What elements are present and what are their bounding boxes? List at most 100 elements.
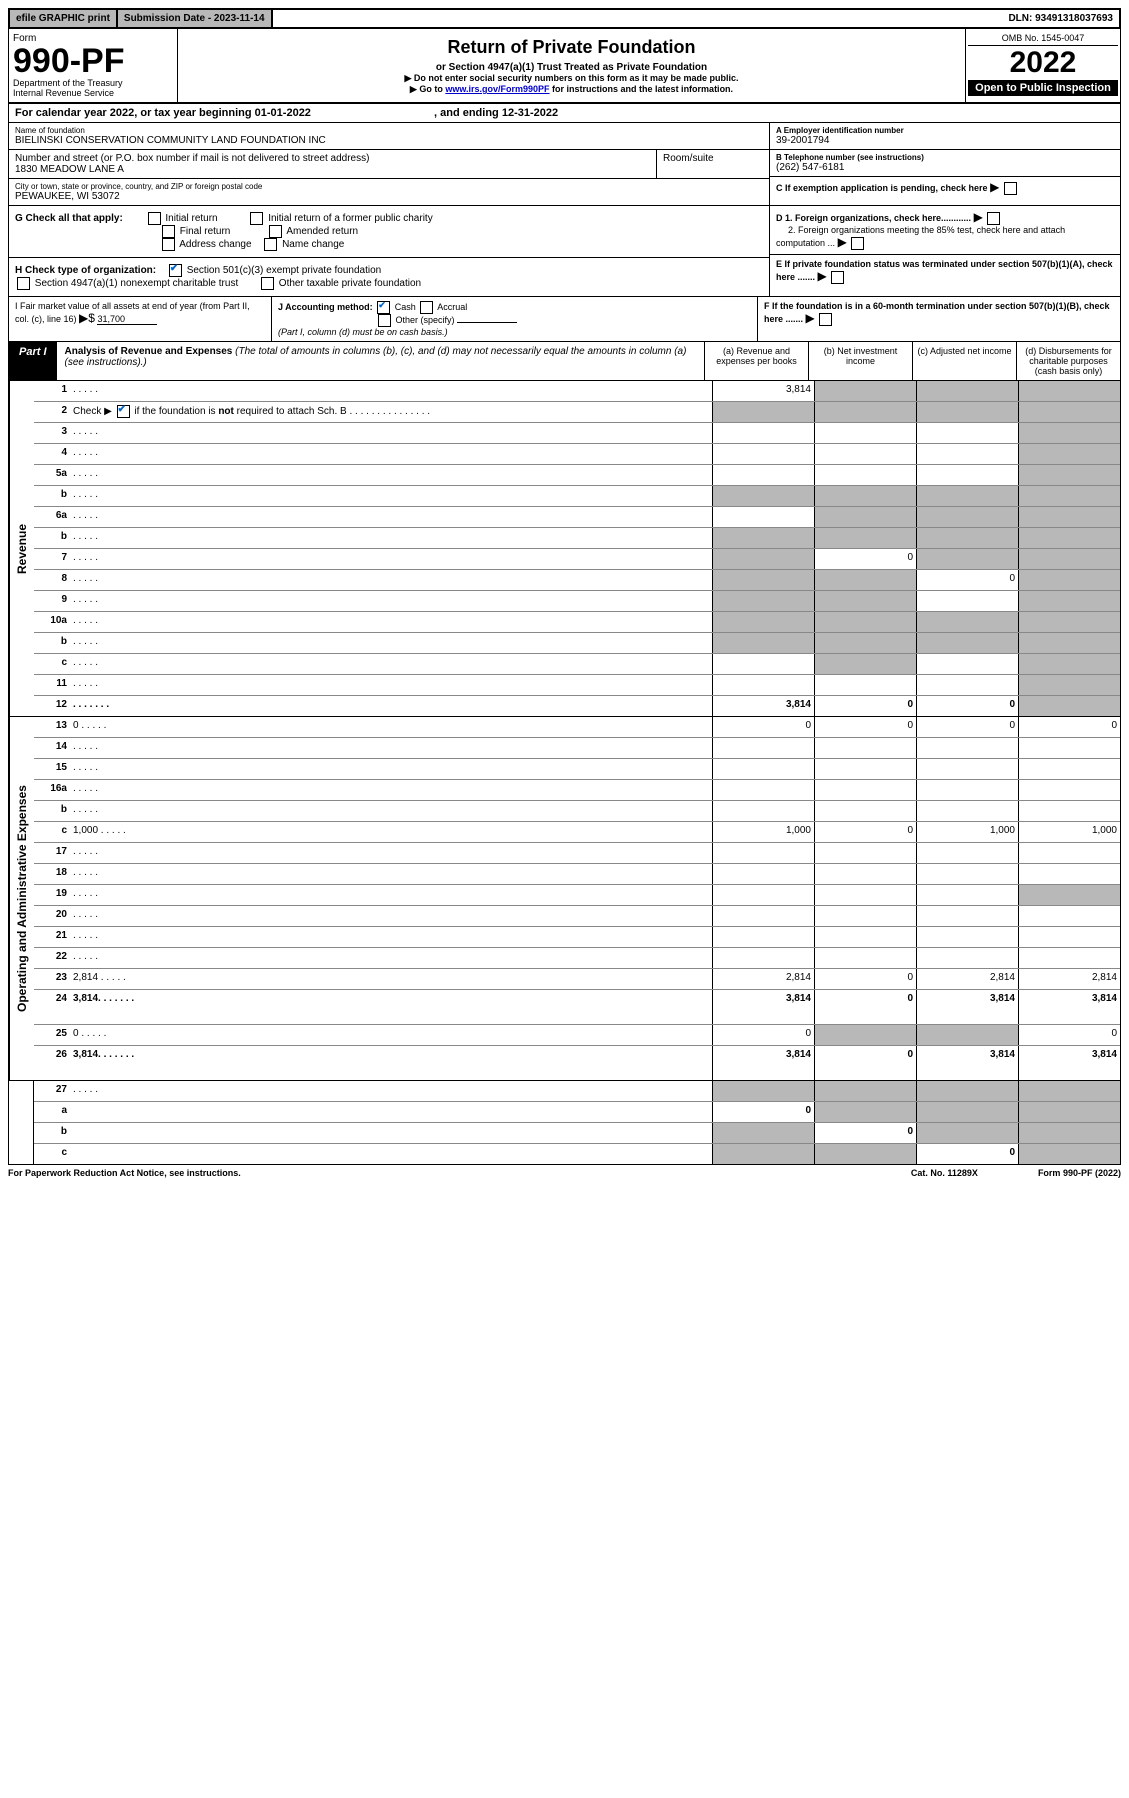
cell-value [916, 465, 1018, 485]
addr-label: Number and street (or P.O. box number if… [15, 153, 650, 164]
cell-value: 3,814 [712, 696, 814, 716]
submission-date: Submission Date - 2023-11-14 [118, 10, 273, 27]
cell-value [814, 591, 916, 611]
cell-value [712, 423, 814, 443]
dept-2: Internal Revenue Service [13, 88, 173, 98]
line-number: 9 [34, 591, 70, 611]
cell-value [916, 1025, 1018, 1045]
part1-desc: Analysis of Revenue and Expenses (The to… [57, 342, 704, 380]
g-amended-checkbox[interactable] [269, 225, 282, 238]
page-footer: For Paperwork Reduction Act Notice, see … [8, 1165, 1121, 1181]
cell-value [916, 864, 1018, 884]
f-checkbox[interactable] [819, 313, 832, 326]
cell-value [1018, 570, 1120, 590]
cell-value [1018, 948, 1120, 968]
cell-value [814, 948, 916, 968]
h-other-checkbox[interactable] [261, 277, 274, 290]
cell-value [916, 801, 1018, 821]
cell-value [814, 843, 916, 863]
d2-checkbox[interactable] [851, 237, 864, 250]
cell-value [712, 864, 814, 884]
line-number: 19 [34, 885, 70, 905]
d1-checkbox[interactable] [987, 212, 1000, 225]
expenses-side-label: Operating and Administrative Expenses [9, 717, 34, 1080]
cell-value [1018, 1102, 1120, 1122]
cell-value: 0 [814, 990, 916, 1024]
cell-value: 0 [1018, 1025, 1120, 1045]
header-left: Form 990-PF Department of the Treasury I… [9, 29, 178, 102]
cell-value [814, 507, 916, 527]
line-number: 16a [34, 780, 70, 800]
j-accrual-checkbox[interactable] [420, 301, 433, 314]
entity-info: Name of foundation BIELINSKI CONSERVATIO… [8, 123, 1121, 206]
cell-value: 0 [916, 696, 1018, 716]
h-501c3-checkbox[interactable] [169, 264, 182, 277]
cell-value [1018, 444, 1120, 464]
cell-value: 1,000 [1018, 822, 1120, 842]
line-number: 2 [34, 402, 70, 422]
phone-label: B Telephone number (see instructions) [776, 153, 1114, 162]
line-description: 1,000 . . . . . [70, 822, 712, 842]
part1-header: Part I Analysis of Revenue and Expenses … [8, 342, 1121, 381]
cell-value [814, 801, 916, 821]
cell-value [916, 591, 1018, 611]
e-checkbox[interactable] [831, 271, 844, 284]
line-number: b [34, 528, 70, 548]
cell-value [814, 675, 916, 695]
cell-value [916, 654, 1018, 674]
line-number: 27 [34, 1081, 70, 1101]
cell-value [1018, 528, 1120, 548]
cell-value [1018, 549, 1120, 569]
h-4947-checkbox[interactable] [17, 277, 30, 290]
line-number: 18 [34, 864, 70, 884]
cell-value [1018, 906, 1120, 926]
cell-value [916, 507, 1018, 527]
cell-value: 3,814 [712, 381, 814, 401]
omb-number: OMB No. 1545-0047 [968, 31, 1118, 46]
cell-value: 0 [814, 822, 916, 842]
g-final-checkbox[interactable] [162, 225, 175, 238]
j-other-checkbox[interactable] [378, 314, 391, 327]
col-b-header: (b) Net investment income [808, 342, 912, 380]
line-description: 2,814 . . . . . [70, 969, 712, 989]
line-description: . . . . . [70, 549, 712, 569]
cell-value [916, 675, 1018, 695]
g-address-checkbox[interactable] [162, 238, 175, 251]
cell-value [712, 465, 814, 485]
line-description: Check ▶ if the foundation is not require… [70, 402, 712, 422]
f-section: F If the foundation is in a 60-month ter… [758, 297, 1120, 341]
j-cash-checkbox[interactable] [377, 301, 390, 314]
cell-value [814, 444, 916, 464]
cell-value [1018, 612, 1120, 632]
c-checkbox[interactable] [1004, 182, 1017, 195]
line-number: 26 [34, 1046, 70, 1080]
cell-value [1018, 885, 1120, 905]
g-former-checkbox[interactable] [250, 212, 263, 225]
cell-value [1018, 486, 1120, 506]
irs-link[interactable]: www.irs.gov/Form990PF [445, 84, 549, 94]
cell-value [916, 1102, 1018, 1122]
line-number: 24 [34, 990, 70, 1024]
line-description: . . . . . [70, 570, 712, 590]
line-description [70, 1123, 712, 1143]
cell-value [916, 885, 1018, 905]
cell-value [916, 948, 1018, 968]
form-title: Return of Private Foundation [182, 37, 961, 58]
col-d-header: (d) Disbursements for charitable purpose… [1016, 342, 1120, 380]
cell-value [1018, 927, 1120, 947]
line-description: 3,814. . . . . . . [70, 990, 712, 1024]
cell-value [712, 1144, 814, 1164]
line-description: . . . . . [70, 654, 712, 674]
cell-value [1018, 633, 1120, 653]
g-name-checkbox[interactable] [264, 238, 277, 251]
cell-value: 0 [814, 969, 916, 989]
tax-year: 2022 [968, 46, 1118, 80]
cell-value [814, 759, 916, 779]
line-number: 17 [34, 843, 70, 863]
cell-value [814, 738, 916, 758]
line-number: c [34, 1144, 70, 1164]
cell-value [1018, 465, 1120, 485]
line-description: . . . . . [70, 927, 712, 947]
cell-value [916, 549, 1018, 569]
g-initial-checkbox[interactable] [148, 212, 161, 225]
